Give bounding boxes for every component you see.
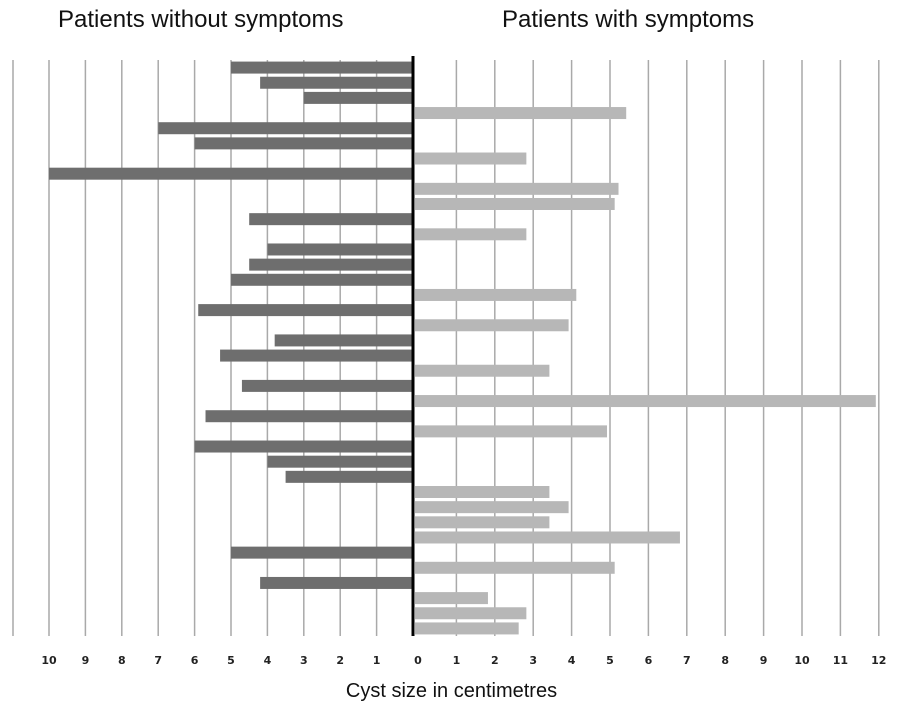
tick-label-right-10: 10: [794, 654, 810, 667]
bar-right-11: [415, 486, 550, 498]
bar-right-18: [415, 622, 519, 635]
tick-label-right-5: 5: [606, 654, 614, 667]
gridlines: [12, 60, 880, 636]
x-axis-label: Cyst size in centimetres: [345, 680, 558, 702]
bar-left-20: [260, 576, 413, 589]
bar-left-19: [231, 546, 413, 559]
tick-label-left-5: 5: [227, 654, 235, 667]
tick-label-left-6: 6: [191, 654, 199, 667]
tick-label-left-2: 2: [336, 654, 344, 667]
bar-right-3: [415, 182, 619, 195]
bar-right-1: [415, 107, 627, 120]
bar-left-14: [241, 379, 413, 392]
bar-right-12: [415, 501, 569, 514]
bar-right-14: [415, 531, 680, 544]
bar-right-16: [415, 592, 488, 605]
right-panel-title: Patients with symptoms: [502, 6, 755, 33]
bar-left-10: [231, 273, 413, 286]
bar-left-6: [49, 167, 413, 180]
tick-label-left-1: 1: [373, 654, 381, 667]
tick-label-left-7: 7: [154, 654, 162, 667]
bar-left-13: [220, 349, 413, 362]
tick-label-right-12: 12: [871, 654, 886, 667]
bar-left-3: [303, 91, 413, 104]
bar-left-9: [249, 258, 413, 271]
tick-label-left-10: 10: [41, 654, 57, 667]
bar-left-1: [231, 61, 413, 74]
tick-label-right-8: 8: [721, 654, 729, 667]
bar-right-10: [415, 425, 607, 438]
bar-right-9: [415, 395, 876, 408]
tick-label-right-11: 11: [833, 654, 848, 667]
bar-right-2: [415, 152, 527, 165]
bar-left-4: [158, 122, 413, 135]
tick-label-right-1: 1: [453, 654, 461, 667]
left-panel-title: Patients without symptoms: [58, 6, 344, 33]
tick-label-right-0: 0: [414, 654, 422, 667]
bar-right-15: [415, 561, 615, 574]
tick-label-right-3: 3: [529, 654, 537, 667]
tick-label-right-2: 2: [491, 654, 499, 667]
bar-right-4: [415, 198, 615, 210]
bar-right-13: [415, 516, 550, 529]
tick-label-right-4: 4: [568, 654, 576, 667]
bar-left-11: [198, 304, 413, 317]
tick-labels: 10 9 8 7 6 5 4 3 2 1 0 1 2 3 4 5 6 7 8 9 10 11 12: [41, 654, 886, 667]
bar-left-7: [249, 213, 413, 226]
tick-label-left-8: 8: [118, 654, 126, 667]
bars-group: [49, 61, 876, 635]
bar-left-2: [260, 76, 413, 89]
bar-right-8: [415, 364, 550, 377]
tick-label-left-9: 9: [82, 654, 90, 667]
tick-label-left-3: 3: [300, 654, 308, 667]
tick-label-right-6: 6: [645, 654, 653, 667]
bar-left-12: [274, 334, 413, 347]
bar-left-18: [285, 470, 413, 483]
bar-left-16: [194, 440, 413, 453]
bar-left-5: [194, 137, 413, 150]
tick-label-right-9: 9: [760, 654, 768, 667]
bar-right-17: [415, 607, 527, 620]
bar-left-15: [205, 410, 413, 423]
bar-right-6: [415, 288, 577, 301]
tick-label-right-7: 7: [683, 654, 691, 667]
bar-right-7: [415, 319, 569, 332]
bar-left-8: [267, 243, 413, 256]
bar-left-17: [267, 455, 413, 468]
tick-label-left-4: 4: [264, 654, 272, 667]
bar-right-5: [415, 228, 527, 241]
